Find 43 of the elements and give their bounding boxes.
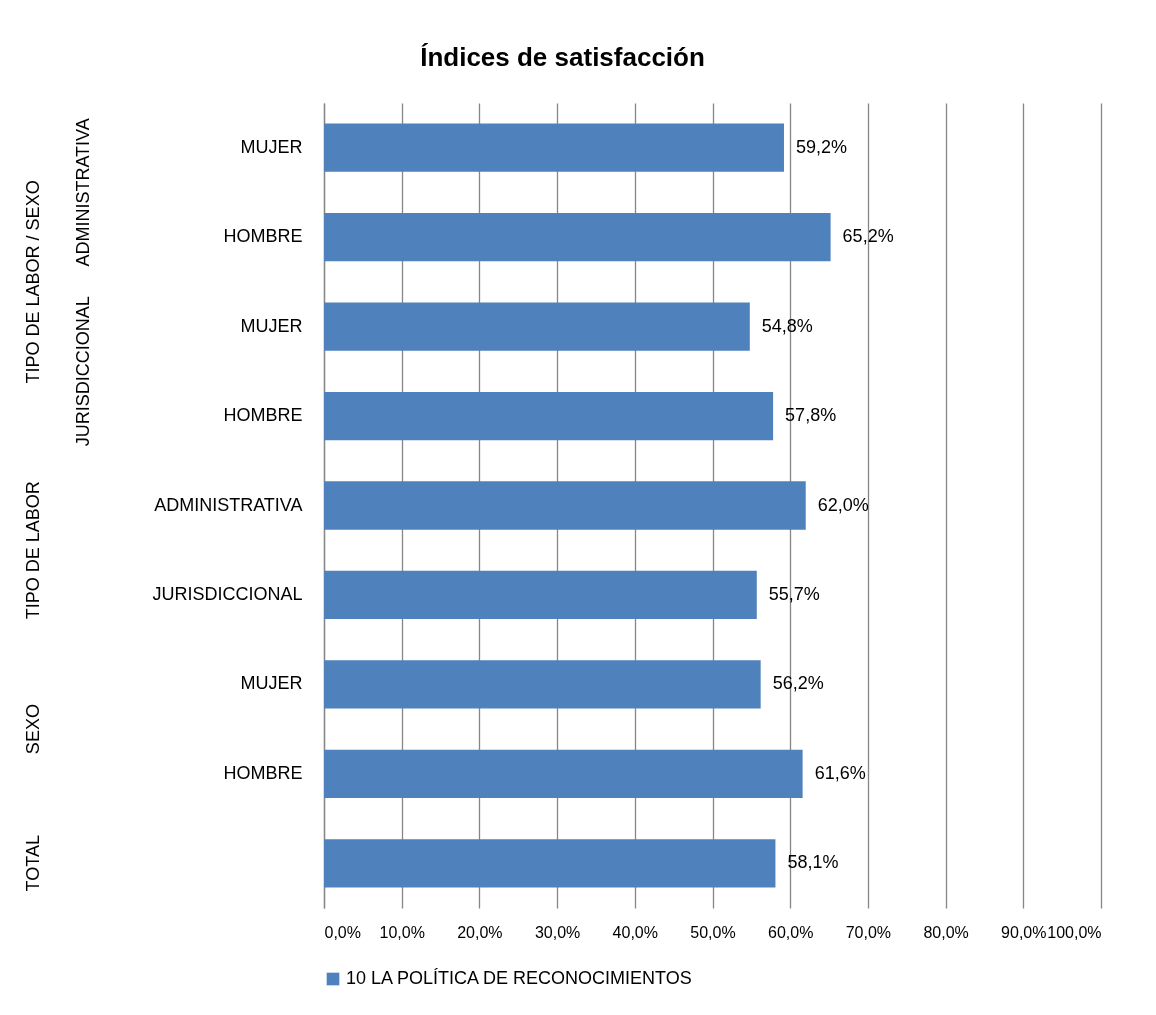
x-tick-label: 80,0% bbox=[923, 923, 969, 941]
bar bbox=[324, 481, 806, 530]
data-label: 54,8% bbox=[761, 315, 813, 336]
data-label: 61,6% bbox=[814, 762, 866, 783]
legend-label: 10 LA POLÍTICA DE RECONOCIMIENTOS bbox=[346, 968, 692, 988]
bar bbox=[324, 123, 784, 172]
x-tick-label: 90,0% bbox=[1001, 923, 1047, 941]
data-label: 56,2% bbox=[772, 673, 824, 694]
x-tick-label: 50,0% bbox=[690, 923, 736, 941]
y-tick-label: MUJER bbox=[240, 315, 303, 336]
bar bbox=[324, 213, 831, 262]
y-tick-label: MUJER bbox=[240, 673, 303, 694]
data-label: 59,2% bbox=[795, 136, 848, 157]
y-tick-label: JURISDICCIONAL bbox=[152, 583, 303, 604]
text: SEXO bbox=[23, 704, 43, 755]
data-label: 58,1% bbox=[787, 852, 839, 873]
y-tick-label: ADMINISTRATIVA bbox=[154, 494, 303, 515]
data-label: 55,7% bbox=[768, 583, 820, 604]
x-tick-label: 100,0% bbox=[1047, 923, 1102, 941]
bar bbox=[324, 302, 750, 351]
y-tick-label: HOMBRE bbox=[223, 762, 303, 783]
bar bbox=[324, 391, 774, 441]
bar bbox=[324, 839, 776, 888]
bar bbox=[324, 570, 757, 620]
x-tick-label: 0,0% bbox=[324, 923, 361, 941]
y-tick-label: HOMBRE bbox=[223, 405, 303, 426]
data-label: 57,8% bbox=[785, 405, 837, 426]
data-label: 65,2% bbox=[842, 226, 894, 247]
data-label: 62,0% bbox=[817, 494, 869, 515]
text: TIPO DE LABOR bbox=[23, 481, 43, 620]
x-tick-label: 20,0% bbox=[457, 923, 503, 941]
text: TOTAL bbox=[23, 835, 43, 892]
x-tick-label: 40,0% bbox=[612, 923, 658, 941]
x-tick-label: 30,0% bbox=[534, 923, 581, 941]
x-tick-label: 60,0% bbox=[768, 923, 814, 941]
bar bbox=[324, 660, 761, 709]
y-tick-label: HOMBRE bbox=[223, 226, 303, 247]
chart-title: Índices de satisfacción bbox=[420, 42, 705, 72]
text: TIPO DE LABOR / SEXO bbox=[23, 180, 43, 384]
y-tick-label: MUJER bbox=[240, 136, 303, 157]
x-tick-label: 70,0% bbox=[845, 923, 892, 941]
x-tick-label: 10,0% bbox=[379, 923, 425, 941]
bar bbox=[324, 749, 803, 798]
